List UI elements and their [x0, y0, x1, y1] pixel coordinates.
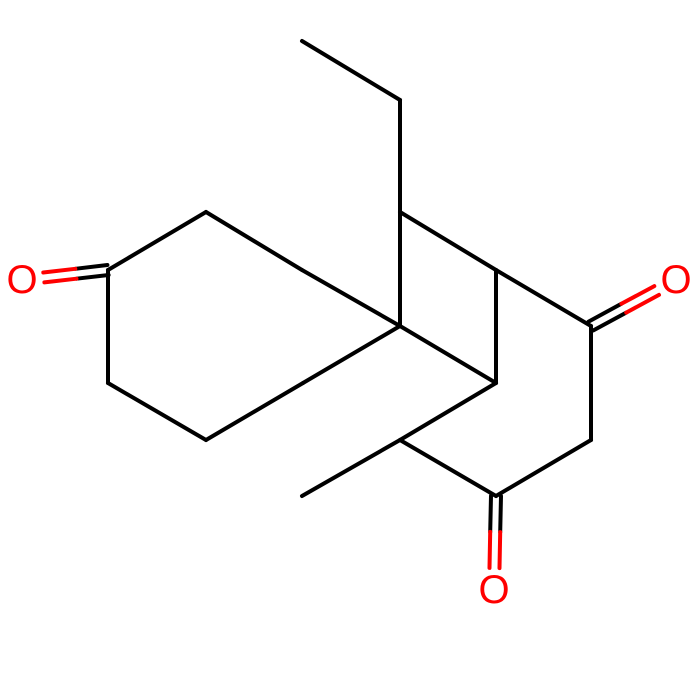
bond-C9-C11: [400, 440, 496, 496]
bond-C17-O18-2-a: [77, 275, 109, 279]
bond-C11-C5: [400, 383, 496, 440]
bond-C1-C2: [302, 41, 400, 100]
bond-C16-C17: [108, 212, 206, 270]
bond-C15-C14: [303, 326, 400, 383]
bond-C3-C4: [400, 212, 496, 270]
bond-C5-C15: [400, 326, 496, 383]
bond-C9-O10-2-a: [500, 496, 501, 532]
bond-C9-O10-2-b: [500, 532, 501, 568]
bond-C4-C6: [496, 270, 591, 326]
bond-C9-O10-1-b: [490, 532, 491, 568]
atom-label-O18: O: [6, 258, 37, 302]
bond-C13-C16: [206, 212, 302, 270]
bond-C20-C14: [206, 383, 303, 440]
bond-C15-C13: [302, 270, 400, 326]
bond-C9-O10-1-a: [490, 496, 491, 532]
bond-C19-C20: [108, 383, 206, 440]
bond-C17-O18-1-b: [43, 269, 75, 273]
bond-C8-C9: [496, 440, 591, 496]
bond-C11-C12: [302, 440, 400, 496]
bond-C17-O18-2-b: [44, 279, 76, 283]
atom-label-O10: O: [478, 568, 509, 612]
bond-C17-O18-1-a: [75, 265, 107, 269]
atom-label-O7: O: [660, 258, 691, 302]
chemical-structure-diagram: O O O: [0, 0, 700, 700]
